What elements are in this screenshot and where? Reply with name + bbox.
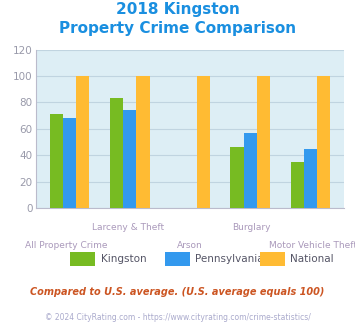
- Text: © 2024 CityRating.com - https://www.cityrating.com/crime-statistics/: © 2024 CityRating.com - https://www.city…: [45, 314, 310, 322]
- Bar: [123, 110, 136, 208]
- Bar: [197, 76, 210, 208]
- Text: Kingston: Kingston: [100, 254, 146, 264]
- Text: Arson: Arson: [177, 241, 203, 250]
- Bar: [110, 98, 123, 208]
- Bar: [257, 76, 270, 208]
- Bar: [76, 76, 89, 208]
- Bar: [317, 76, 330, 208]
- Bar: [230, 147, 244, 208]
- Text: Pennsylvania: Pennsylvania: [195, 254, 264, 264]
- Bar: [244, 133, 257, 208]
- Text: National: National: [290, 254, 334, 264]
- Text: Motor Vehicle Theft: Motor Vehicle Theft: [269, 241, 355, 250]
- Text: Burglary: Burglary: [233, 223, 271, 232]
- Bar: [304, 148, 317, 208]
- Text: Compared to U.S. average. (U.S. average equals 100): Compared to U.S. average. (U.S. average …: [30, 287, 325, 297]
- Text: Larceny & Theft: Larceny & Theft: [92, 223, 164, 232]
- Text: 2018 Kingston: 2018 Kingston: [116, 2, 239, 16]
- Bar: [63, 118, 76, 208]
- Bar: [290, 162, 304, 208]
- Bar: [50, 114, 63, 208]
- Bar: [136, 76, 149, 208]
- Text: Property Crime Comparison: Property Crime Comparison: [59, 21, 296, 36]
- Text: All Property Crime: All Property Crime: [25, 241, 108, 250]
